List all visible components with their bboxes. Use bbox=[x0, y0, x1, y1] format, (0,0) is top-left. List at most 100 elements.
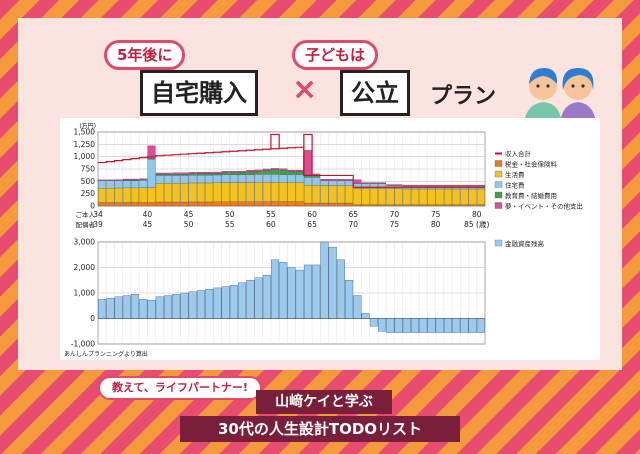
x-tick-label: 55 bbox=[225, 220, 235, 229]
asset-bar bbox=[394, 318, 403, 333]
expense-bar-segment bbox=[131, 202, 139, 207]
legend-swatch bbox=[494, 191, 503, 199]
asset-bar bbox=[254, 277, 263, 319]
expense-bar-segment bbox=[279, 201, 288, 207]
expense-bar-segment bbox=[419, 204, 428, 207]
expense-bar-segment bbox=[353, 188, 362, 205]
legend-swatch bbox=[494, 160, 503, 167]
expense-bar-segment bbox=[336, 178, 345, 181]
expense-bar-segment bbox=[336, 202, 345, 207]
expense-bar-segment bbox=[238, 201, 247, 207]
top-y-tick-label: 1,000 bbox=[74, 152, 96, 161]
asset-bar bbox=[378, 318, 387, 332]
bottom-y-tick-label: 0 bbox=[90, 314, 95, 323]
x-tick-label: 55 bbox=[266, 210, 276, 219]
catchphrase: 教えて、ライフパートナー! bbox=[98, 376, 262, 400]
expense-bar-segment bbox=[98, 180, 107, 189]
expense-bar-segment bbox=[106, 202, 115, 207]
asset-bar bbox=[147, 299, 156, 319]
legend-label: 税金・社会保険料 bbox=[505, 160, 558, 169]
expense-bar-segment bbox=[271, 169, 279, 175]
asset-bar bbox=[468, 318, 477, 333]
expense-bar-segment bbox=[287, 182, 296, 202]
expense-bar-segment bbox=[328, 185, 337, 204]
expense-bar-segment bbox=[164, 174, 172, 176]
expense-bar-segment bbox=[98, 179, 107, 181]
expense-bar-segment bbox=[196, 171, 205, 174]
expense-bar-segment bbox=[361, 182, 370, 184]
expense-bar-segment bbox=[320, 202, 329, 207]
expense-bar-segment bbox=[147, 158, 156, 188]
expense-bar-segment bbox=[188, 172, 197, 174]
asset-bar bbox=[213, 287, 222, 319]
expense-bar-segment bbox=[345, 180, 354, 186]
expense-bar-segment bbox=[213, 201, 222, 207]
expense-bar-segment bbox=[246, 201, 255, 207]
legend-swatch bbox=[494, 202, 503, 209]
expense-bar-segment bbox=[460, 204, 469, 207]
x-tick-label: 65 bbox=[307, 220, 317, 229]
expense-bar-segment bbox=[254, 182, 263, 202]
top-y-unit: (万円) bbox=[79, 123, 96, 130]
expense-bar-segment bbox=[147, 145, 156, 159]
asset-bar bbox=[122, 295, 131, 319]
expense-bar-segment bbox=[386, 188, 395, 205]
asset-bar bbox=[229, 285, 238, 319]
expense-bar-segment bbox=[369, 188, 378, 205]
expense-bar-segment bbox=[468, 204, 477, 207]
asset-bar bbox=[205, 289, 214, 319]
expense-bar-segment bbox=[213, 171, 222, 174]
expense-bar-segment bbox=[287, 169, 296, 172]
expense-bar-segment bbox=[131, 180, 139, 189]
top-y-tick-label: 0 bbox=[90, 202, 95, 211]
expense-bar-segment bbox=[279, 169, 288, 175]
expense-bar-segment bbox=[246, 171, 255, 175]
expense-bar-segment bbox=[312, 177, 321, 186]
expense-bar-segment bbox=[147, 187, 156, 203]
expense-bar-segment bbox=[287, 201, 296, 207]
expense-bar-segment bbox=[122, 178, 131, 181]
x-tick-label: 70 bbox=[348, 220, 358, 229]
expense-bar-segment bbox=[287, 171, 296, 175]
asset-bar bbox=[271, 259, 280, 319]
legend-swatch-assets bbox=[494, 239, 503, 247]
expense-bar-segment bbox=[122, 202, 131, 207]
expense-bar-segment bbox=[411, 188, 419, 205]
expense-bar-segment bbox=[262, 174, 271, 183]
expense-bar-segment bbox=[238, 172, 247, 175]
asset-bar bbox=[131, 294, 140, 319]
expense-bar-segment bbox=[205, 201, 214, 207]
expense-bar-segment bbox=[435, 184, 444, 187]
source-note: あんしんプランニングより算出 bbox=[64, 350, 148, 358]
expense-bar-segment bbox=[180, 172, 189, 175]
times-symbol: × bbox=[292, 72, 318, 107]
x-tick-label: 80 bbox=[431, 220, 441, 229]
bottom-y-tick-label: 3,000 bbox=[74, 238, 96, 247]
expense-bar-segment bbox=[378, 204, 387, 207]
x-tick-label: 50 bbox=[184, 220, 194, 229]
expense-bar-segment bbox=[172, 183, 181, 203]
expense-bar-segment bbox=[155, 174, 164, 176]
header-box-home-purchase: 自宅購入 bbox=[140, 70, 258, 116]
expense-bar-segment bbox=[180, 183, 189, 203]
expense-bar-segment bbox=[304, 202, 312, 207]
x-tick-label: 34 bbox=[93, 210, 103, 219]
plan-label: プラン bbox=[430, 84, 497, 109]
top-y-tick-label: 750 bbox=[81, 165, 96, 174]
expense-bar-segment bbox=[114, 180, 123, 189]
asset-bar bbox=[386, 318, 395, 333]
bottom-y-tick-label: 1,000 bbox=[74, 289, 96, 298]
expense-bar-segment bbox=[468, 184, 477, 187]
expense-bar-segment bbox=[139, 180, 148, 188]
asset-bar bbox=[196, 290, 205, 319]
expense-bar-segment bbox=[155, 172, 164, 175]
expense-bar-segment bbox=[139, 187, 148, 203]
x-tick-label: 40 bbox=[143, 210, 153, 219]
expense-bar-segment bbox=[188, 182, 197, 203]
expense-bar-segment bbox=[476, 184, 485, 187]
expense-bar-segment bbox=[320, 178, 329, 181]
expense-bar-segment bbox=[427, 184, 436, 187]
expense-bar-segment bbox=[221, 172, 230, 175]
expense-bar-segment bbox=[353, 179, 362, 184]
